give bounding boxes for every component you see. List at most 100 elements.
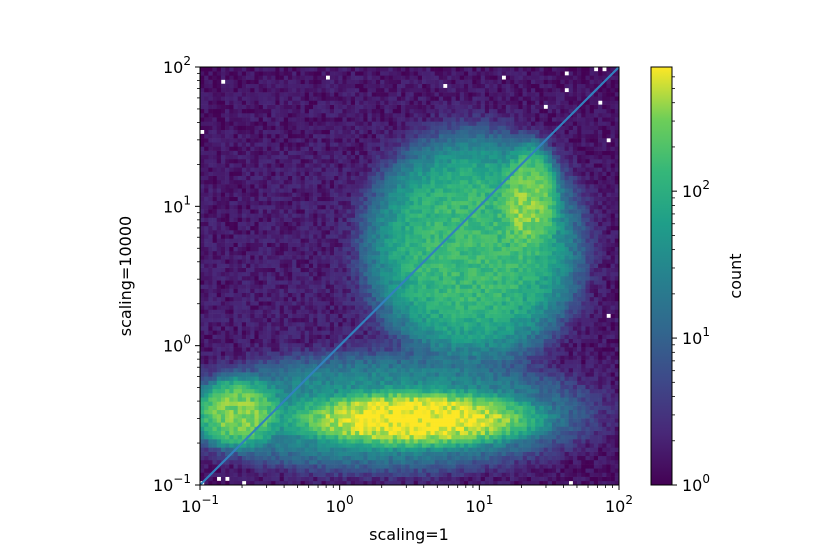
heatmap-cell xyxy=(229,443,234,448)
heatmap-cell xyxy=(237,138,243,143)
heatmap-cell xyxy=(317,238,322,243)
heatmap-cell xyxy=(380,326,385,331)
heatmap-cell xyxy=(229,376,234,381)
heatmap-cell xyxy=(355,112,360,118)
heatmap-cell xyxy=(225,200,230,206)
heatmap-cell xyxy=(388,146,394,151)
heatmap-cell xyxy=(350,296,356,302)
heatmap-cell xyxy=(279,246,285,252)
heatmap-cell xyxy=(233,246,239,252)
heatmap-cell xyxy=(241,313,247,319)
heatmap-cell xyxy=(220,125,226,130)
heatmap-cell xyxy=(334,464,339,469)
heatmap-cell xyxy=(392,372,398,377)
heatmap-cell xyxy=(241,330,247,335)
heatmap-cell xyxy=(367,67,373,72)
heatmap-cell xyxy=(208,234,213,239)
heatmap-cell xyxy=(342,409,347,415)
heatmap-cell xyxy=(254,112,259,118)
heatmap-cell xyxy=(367,146,373,151)
heatmap-cell xyxy=(380,422,385,427)
heatmap-cell xyxy=(300,96,306,101)
heatmap-cell xyxy=(371,321,377,327)
heatmap-cell xyxy=(287,409,293,415)
heatmap-cell xyxy=(283,476,289,482)
heatmap-cell xyxy=(304,121,310,126)
heatmap-cell xyxy=(204,217,209,222)
heatmap-cell xyxy=(384,108,389,114)
heatmap-cell xyxy=(321,154,326,160)
heatmap-cell xyxy=(375,468,381,473)
heatmap-cell xyxy=(334,250,339,256)
heatmap-cell xyxy=(317,405,322,411)
heatmap-cell xyxy=(401,334,406,339)
heatmap-cell xyxy=(225,305,230,310)
heatmap-cell xyxy=(246,259,251,264)
heatmap-cell xyxy=(380,150,385,156)
heatmap-cell xyxy=(338,384,343,390)
heatmap-cell xyxy=(279,313,285,319)
heatmap-cell xyxy=(375,276,381,281)
heatmap-cell xyxy=(279,242,285,248)
heatmap-cell xyxy=(267,321,272,327)
heatmap-cell xyxy=(275,213,280,218)
heatmap-cell xyxy=(371,267,377,273)
heatmap-cell xyxy=(392,267,398,273)
heatmap-cell xyxy=(229,301,234,306)
heatmap-cell xyxy=(296,87,301,93)
heatmap-cell xyxy=(279,192,285,197)
heatmap-cell xyxy=(321,112,326,118)
heatmap-cell xyxy=(334,342,339,348)
heatmap-cell xyxy=(304,443,310,448)
heatmap-cell xyxy=(350,217,356,222)
heatmap-cell xyxy=(367,334,373,339)
heatmap-cell xyxy=(338,259,343,264)
heatmap-cell xyxy=(279,125,285,130)
heatmap-cell xyxy=(254,104,259,110)
heatmap-cell xyxy=(204,296,209,302)
heatmap-cell xyxy=(237,326,243,331)
heatmap-cell xyxy=(313,363,318,369)
heatmap-cell xyxy=(359,138,364,143)
heatmap-cell xyxy=(401,393,406,398)
heatmap-cell xyxy=(292,288,297,294)
heatmap-cell xyxy=(329,263,335,268)
heatmap-cell xyxy=(317,288,322,294)
heatmap-cell xyxy=(346,372,352,377)
heatmap-cell xyxy=(241,146,247,151)
heatmap-cell xyxy=(267,255,272,260)
heatmap-cell xyxy=(350,230,356,235)
heatmap-cell xyxy=(225,225,230,231)
heatmap-cell xyxy=(204,338,209,344)
heatmap-cell xyxy=(346,242,352,248)
heatmap-cell xyxy=(384,221,389,227)
heatmap-cell xyxy=(292,225,297,231)
heatmap-cell xyxy=(204,447,209,452)
heatmap-cell xyxy=(229,480,234,485)
heatmap-cell xyxy=(321,355,326,360)
heatmap-cell xyxy=(342,288,347,294)
heatmap-cell xyxy=(300,342,306,348)
heatmap-cell xyxy=(338,413,343,419)
heatmap-cell xyxy=(384,100,389,105)
heatmap-cell xyxy=(220,230,226,235)
heatmap-cell xyxy=(350,342,356,348)
heatmap-cell xyxy=(271,142,276,147)
heatmap-cell xyxy=(338,221,343,227)
heatmap-cell xyxy=(388,351,394,356)
heatmap-cell xyxy=(346,175,352,181)
heatmap-cell xyxy=(313,355,318,360)
heatmap-cell xyxy=(304,455,310,461)
heatmap-cell xyxy=(388,246,394,252)
heatmap-cell xyxy=(225,296,230,302)
heatmap-cell xyxy=(300,188,306,193)
heatmap-cell xyxy=(271,455,276,461)
heatmap-cell xyxy=(388,263,394,268)
heatmap-cell xyxy=(237,422,243,427)
heatmap-cell xyxy=(262,87,268,93)
heatmap-cell xyxy=(388,225,394,231)
heatmap-cell xyxy=(329,413,335,419)
heatmap-cell xyxy=(371,108,377,114)
heatmap-cell xyxy=(267,296,272,302)
heatmap-cell xyxy=(350,96,356,101)
